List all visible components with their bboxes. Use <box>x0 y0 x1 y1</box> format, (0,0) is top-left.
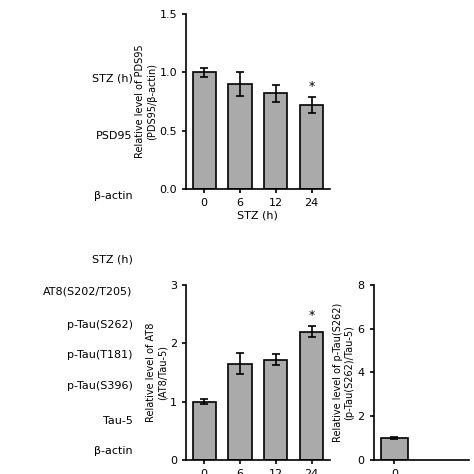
Y-axis label: Relative level of PDS95
(PDS95/β-actin): Relative level of PDS95 (PDS95/β-actin) <box>135 45 156 158</box>
Text: Tau-5: Tau-5 <box>103 416 133 426</box>
Text: p-Tau(S262): p-Tau(S262) <box>67 319 133 329</box>
Bar <box>228 364 252 460</box>
Bar <box>228 84 252 189</box>
Bar <box>381 438 408 460</box>
Text: STZ (h): STZ (h) <box>92 73 133 83</box>
Bar <box>300 332 323 460</box>
Text: *: * <box>309 80 315 93</box>
Text: β-actin: β-actin <box>94 446 133 456</box>
Bar <box>264 93 287 189</box>
X-axis label: STZ (h): STZ (h) <box>237 211 278 221</box>
Text: β-actin: β-actin <box>94 191 133 201</box>
Bar <box>264 360 287 460</box>
Text: STZ (h): STZ (h) <box>92 254 133 264</box>
Text: p-Tau(S396): p-Tau(S396) <box>67 381 133 391</box>
Bar <box>300 105 323 189</box>
Bar <box>192 401 216 460</box>
Y-axis label: Relative level of AT8
(AT8/Tau-5): Relative level of AT8 (AT8/Tau-5) <box>146 323 167 422</box>
Text: AT8(S202/T205): AT8(S202/T205) <box>43 287 133 297</box>
Text: *: * <box>309 309 315 322</box>
Bar <box>192 73 216 189</box>
Text: p-Tau(T181): p-Tau(T181) <box>67 350 133 360</box>
Text: PSD95: PSD95 <box>96 131 133 141</box>
Y-axis label: Relative level of p-Tau(S262)
(p-Tau(S262)/Tau-5): Relative level of p-Tau(S262) (p-Tau(S26… <box>333 303 355 442</box>
